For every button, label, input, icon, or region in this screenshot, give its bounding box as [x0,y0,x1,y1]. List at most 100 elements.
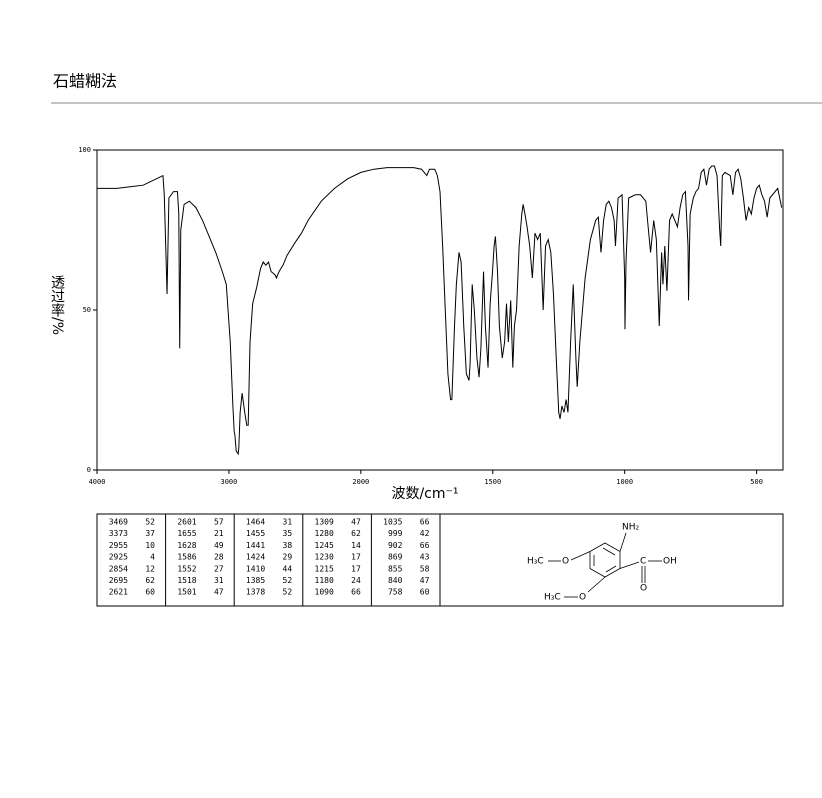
peak-wavenumber: 2695 [109,576,128,585]
peak-transmittance: 58 [420,564,430,573]
chart-title: 石蜡糊法 [53,72,117,91]
peak-transmittance: 17 [351,553,361,562]
peak-transmittance: 52 [283,576,293,585]
peak-transmittance: 49 [214,541,224,550]
peak-transmittance: 47 [214,588,224,597]
peak-wavenumber: 1410 [246,564,265,573]
peak-transmittance: 60 [420,588,430,597]
bond [619,532,627,552]
peak-wavenumber: 1309 [315,518,334,527]
peak-wavenumber: 1628 [177,541,196,550]
peak-wavenumber: 1424 [246,553,265,562]
atom-label: OH [663,557,677,567]
peak-wavenumber: 1464 [246,518,265,527]
structure-drawing [548,532,662,598]
peak-wavenumber: 840 [388,576,403,585]
benzene-ring [589,542,621,578]
atom-label: H₃C [527,557,544,567]
peak-wavenumber: 2955 [109,541,128,550]
peak-wavenumber: 869 [388,553,403,562]
peak-transmittance: 62 [145,576,155,585]
peak-wavenumber: 1586 [177,553,196,562]
peak-transmittance: 43 [420,553,430,562]
peak-wavenumber: 2601 [177,518,196,527]
peak-transmittance: 47 [351,518,361,527]
peak-transmittance: 31 [214,576,224,585]
peak-wavenumber: 2925 [109,553,128,562]
peak-transmittance: 14 [351,541,361,550]
y-tick-label: 0 [87,466,91,474]
peak-wavenumber: 999 [388,529,403,538]
peak-transmittance: 4 [150,553,155,562]
peak-wavenumber: 1455 [246,529,265,538]
atom-label: O [640,584,647,594]
peak-wavenumber: 1280 [315,529,334,538]
peak-wavenumber: 1180 [315,576,334,585]
bond [587,576,606,593]
peak-wavenumber: 1501 [177,588,196,597]
atom-label: C [640,557,646,567]
peak-transmittance: 35 [283,529,293,538]
atom-label: H₃C [544,593,561,603]
spectrum-line [97,165,783,456]
peak-transmittance: 17 [351,564,361,573]
peak-transmittance: 28 [214,553,224,562]
peak-wavenumber: 1518 [177,576,196,585]
atom-label: O [579,593,586,603]
peak-transmittance: 52 [145,518,155,527]
peak-wavenumber: 3373 [109,529,128,538]
peak-wavenumber: 902 [388,541,403,550]
x-tick-label: 3000 [220,478,237,486]
y-axis-label: 透过率/% [49,275,65,335]
peak-wavenumber: 1378 [246,588,265,597]
peak-transmittance: 44 [283,564,293,573]
double-bond [605,565,617,573]
peak-transmittance: 42 [420,529,430,538]
peak-wavenumber: 1245 [315,541,334,550]
y-tick-label: 50 [83,306,91,314]
atom-label: NH₂ [622,523,640,533]
peak-wavenumber: 2854 [109,564,128,573]
peak-wavenumber: 758 [388,588,403,597]
peak-transmittance: 21 [214,529,224,538]
structure-labels: NH₂ H₃C O H₃C O C OH O [527,523,677,603]
peak-transmittance: 10 [145,541,155,550]
x-tick-label: 2000 [352,478,369,486]
peak-transmittance: 66 [351,588,361,597]
peak-wavenumber: 1215 [315,564,334,573]
peak-wavenumber: 1552 [177,564,196,573]
peak-transmittance: 60 [145,588,155,597]
peak-wavenumber: 1090 [315,588,334,597]
peak-transmittance: 57 [214,518,224,527]
peak-wavenumber: 1441 [246,541,265,550]
bond [570,551,591,561]
peak-transmittance: 66 [420,541,430,550]
peak-transmittance: 27 [214,564,224,573]
peak-wavenumber: 2621 [109,588,128,597]
peak-transmittance: 38 [283,541,293,550]
peak-wavenumber: 1655 [177,529,196,538]
peak-wavenumber: 1035 [383,518,402,527]
double-bond [602,547,616,556]
peak-transmittance: 52 [283,588,293,597]
peak-wavenumber: 855 [388,564,403,573]
x-tick-label: 1500 [484,478,501,486]
peak-transmittance: 62 [351,529,361,538]
bond [619,561,640,569]
peak-transmittance: 37 [145,529,155,538]
y-tick-label: 100 [78,146,91,154]
peak-wavenumber: 1230 [315,553,334,562]
x-tick-label: 4000 [89,478,106,486]
x-tick-label: 1000 [616,478,633,486]
peak-transmittance: 24 [351,576,361,585]
x-tick-label: 500 [750,478,763,486]
atom-label: O [562,557,569,567]
peak-transmittance: 29 [283,553,293,562]
peak-wavenumber: 3469 [109,518,128,527]
peak-transmittance: 12 [145,564,155,573]
x-axis-label: 波数/cm⁻¹ [391,486,458,502]
peak-transmittance: 31 [283,518,293,527]
peak-transmittance: 66 [420,518,430,527]
